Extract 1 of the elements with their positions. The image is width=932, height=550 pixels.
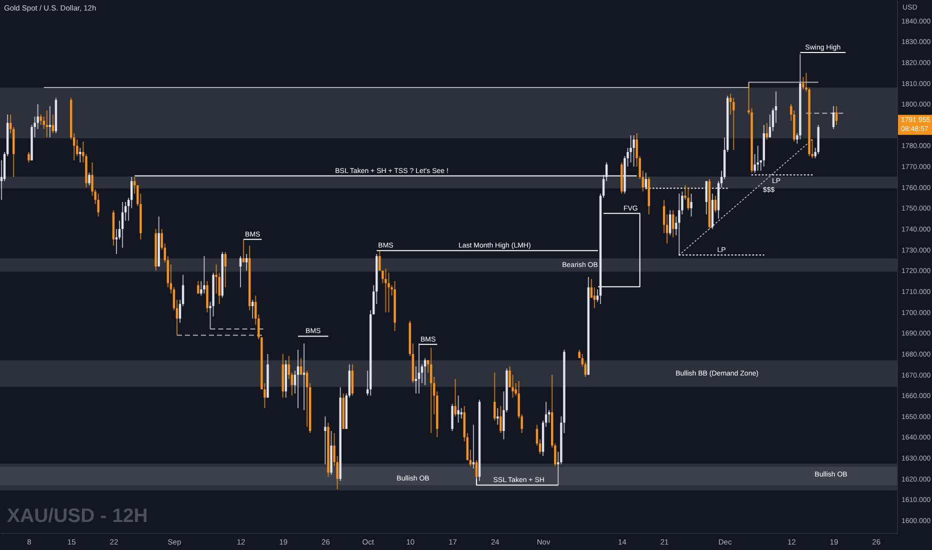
annotation: XAU/USD - 12H: [7, 505, 148, 527]
